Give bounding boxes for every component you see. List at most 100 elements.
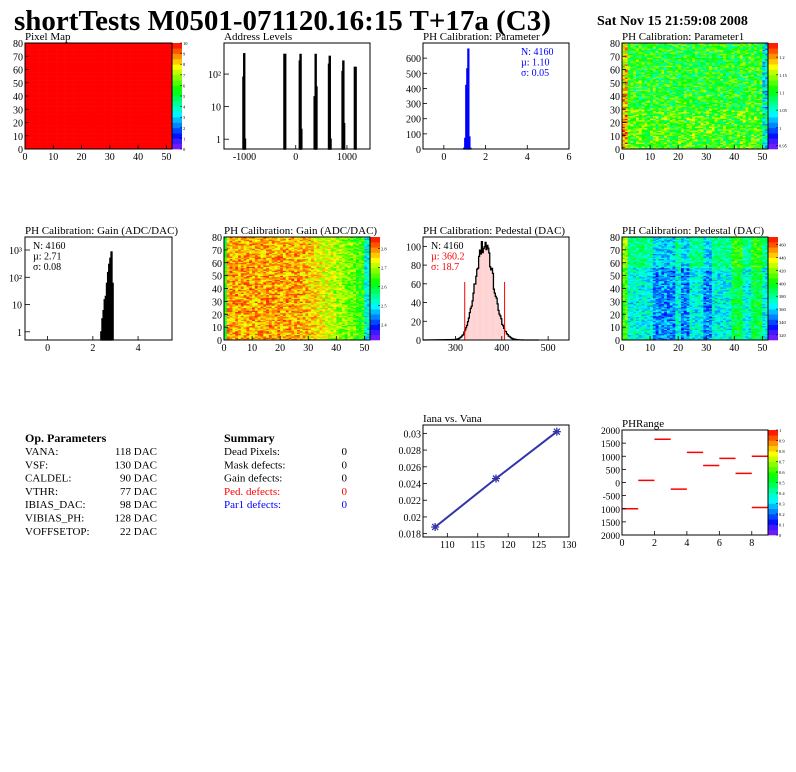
timestamp: Sat Nov 15 21:59:08 2008 [597, 14, 748, 29]
y-tick-label: 60 [13, 66, 23, 77]
x-tick-label: 30 [105, 152, 115, 163]
palette-label: 10 [183, 41, 188, 46]
chart-title: PH Calibration: Parameter [423, 31, 540, 43]
x-tick-label: 20 [77, 152, 87, 163]
palette-swatch [172, 138, 182, 144]
y-tick-label: 0 [18, 145, 23, 156]
palette-label: 9 [183, 52, 186, 57]
x-tick-label: 2 [483, 152, 488, 163]
param-name: VSF: [25, 459, 48, 471]
histogram-bin [329, 56, 330, 149]
ph_parameter1_map-chart: PH Calibration: Parameter10.9511.051.11.… [610, 31, 788, 163]
palette-swatch [172, 91, 182, 97]
x-tick-label: 0 [441, 152, 446, 163]
x-tick-label: 0 [293, 152, 298, 163]
x-tick-label: 4 [525, 152, 530, 163]
palette-swatch [172, 85, 182, 91]
plot-frame [224, 43, 370, 149]
palette-swatch [172, 133, 182, 139]
param-value: 130 DAC [115, 459, 157, 471]
y-tick-label: 20 [13, 119, 23, 130]
palette-label: 3 [183, 115, 186, 120]
param-name: VOFFSETOP: [25, 526, 90, 538]
summary-value: 0 [342, 459, 348, 471]
palette-label: 7 [183, 73, 186, 78]
y-tick-label: 1 [216, 135, 221, 146]
y-tick-label: 600 [406, 54, 421, 65]
param-value: 98 DAC [120, 499, 157, 511]
param-value: 128 DAC [115, 513, 157, 525]
summary-title: Summary [224, 431, 275, 445]
palette-swatch [172, 64, 182, 70]
y-tick-label: 300 [406, 100, 421, 111]
y-tick-label: 10² [208, 70, 221, 81]
param-name: VANA: [25, 446, 58, 458]
palette-swatch [172, 43, 182, 49]
param-name: IBIAS_DAC: [25, 499, 86, 511]
y-tick-label: 10 [13, 132, 23, 143]
param-name: VTHR: [25, 486, 58, 498]
palette-swatch [172, 48, 182, 54]
summary-name: Ped. defects: [224, 486, 280, 498]
param-value: 22 DAC [120, 526, 157, 538]
palette-swatch [172, 80, 182, 86]
chart-title: Address Levels [224, 31, 292, 43]
histogram-bin [285, 54, 286, 149]
summary-name: Mask defects: [224, 459, 285, 471]
palette-label: 0 [183, 147, 186, 152]
param-value: 90 DAC [120, 473, 157, 485]
palette-swatch [172, 107, 182, 113]
palette-label: 6 [183, 83, 186, 88]
palette-swatch [172, 128, 182, 134]
y-tick-label: 200 [406, 115, 421, 126]
op-parameters-title: Op. Parameters [25, 431, 107, 445]
palette-swatch [172, 117, 182, 123]
histogram-bin [244, 54, 245, 149]
param-name: VIBIAS_PH: [25, 513, 84, 525]
palette-swatch [172, 112, 182, 118]
param-value: 118 DAC [115, 446, 157, 458]
histogram-bin [330, 139, 331, 149]
palette-swatch [172, 75, 182, 81]
palette-swatch [172, 70, 182, 76]
y-tick-label: 30 [13, 105, 23, 116]
histogram-bin [355, 67, 356, 149]
summary-name: Dead Pixels: [224, 446, 280, 458]
chart-title: PH Calibration: Parameter1 [622, 31, 744, 43]
palette-label: 1 [183, 136, 185, 141]
stats-n: N: 4160 [521, 47, 554, 58]
summary-value: 0 [342, 499, 348, 511]
y-tick-label: 70 [13, 52, 23, 63]
palette-label: 4 [183, 105, 186, 110]
x-tick-label: 1000 [337, 152, 357, 163]
y-tick-label: 10 [211, 103, 221, 114]
x-tick-label: 0 [23, 152, 28, 163]
x-tick-label: 10 [48, 152, 58, 163]
y-tick-label: 100 [406, 130, 421, 141]
param-value: 77 DAC [120, 486, 157, 498]
summary-name: Gain defects: [224, 473, 282, 485]
palette-swatch [172, 54, 182, 60]
x-tick-label: 6 [567, 152, 572, 163]
palette-swatch [172, 59, 182, 65]
summary-value: 0 [342, 446, 348, 458]
palette-label: 2 [183, 126, 185, 131]
y-tick-label: 40 [13, 92, 23, 103]
y-tick-label: 50 [13, 79, 23, 90]
stats-mean: µ: 1.10 [521, 58, 550, 69]
palette-swatch [172, 101, 182, 107]
stats-sigma: σ: 0.05 [521, 68, 549, 79]
y-tick-label: 500 [406, 69, 421, 80]
y-tick-label: 80 [13, 39, 23, 50]
x-tick-label: 40 [133, 152, 143, 163]
summary-value: 0 [342, 486, 348, 498]
y-tick-label: 400 [406, 84, 421, 95]
histogram-bin [469, 137, 470, 149]
palette-swatch [172, 96, 182, 102]
histogram-bin [468, 49, 469, 149]
palette-swatch [172, 123, 182, 129]
